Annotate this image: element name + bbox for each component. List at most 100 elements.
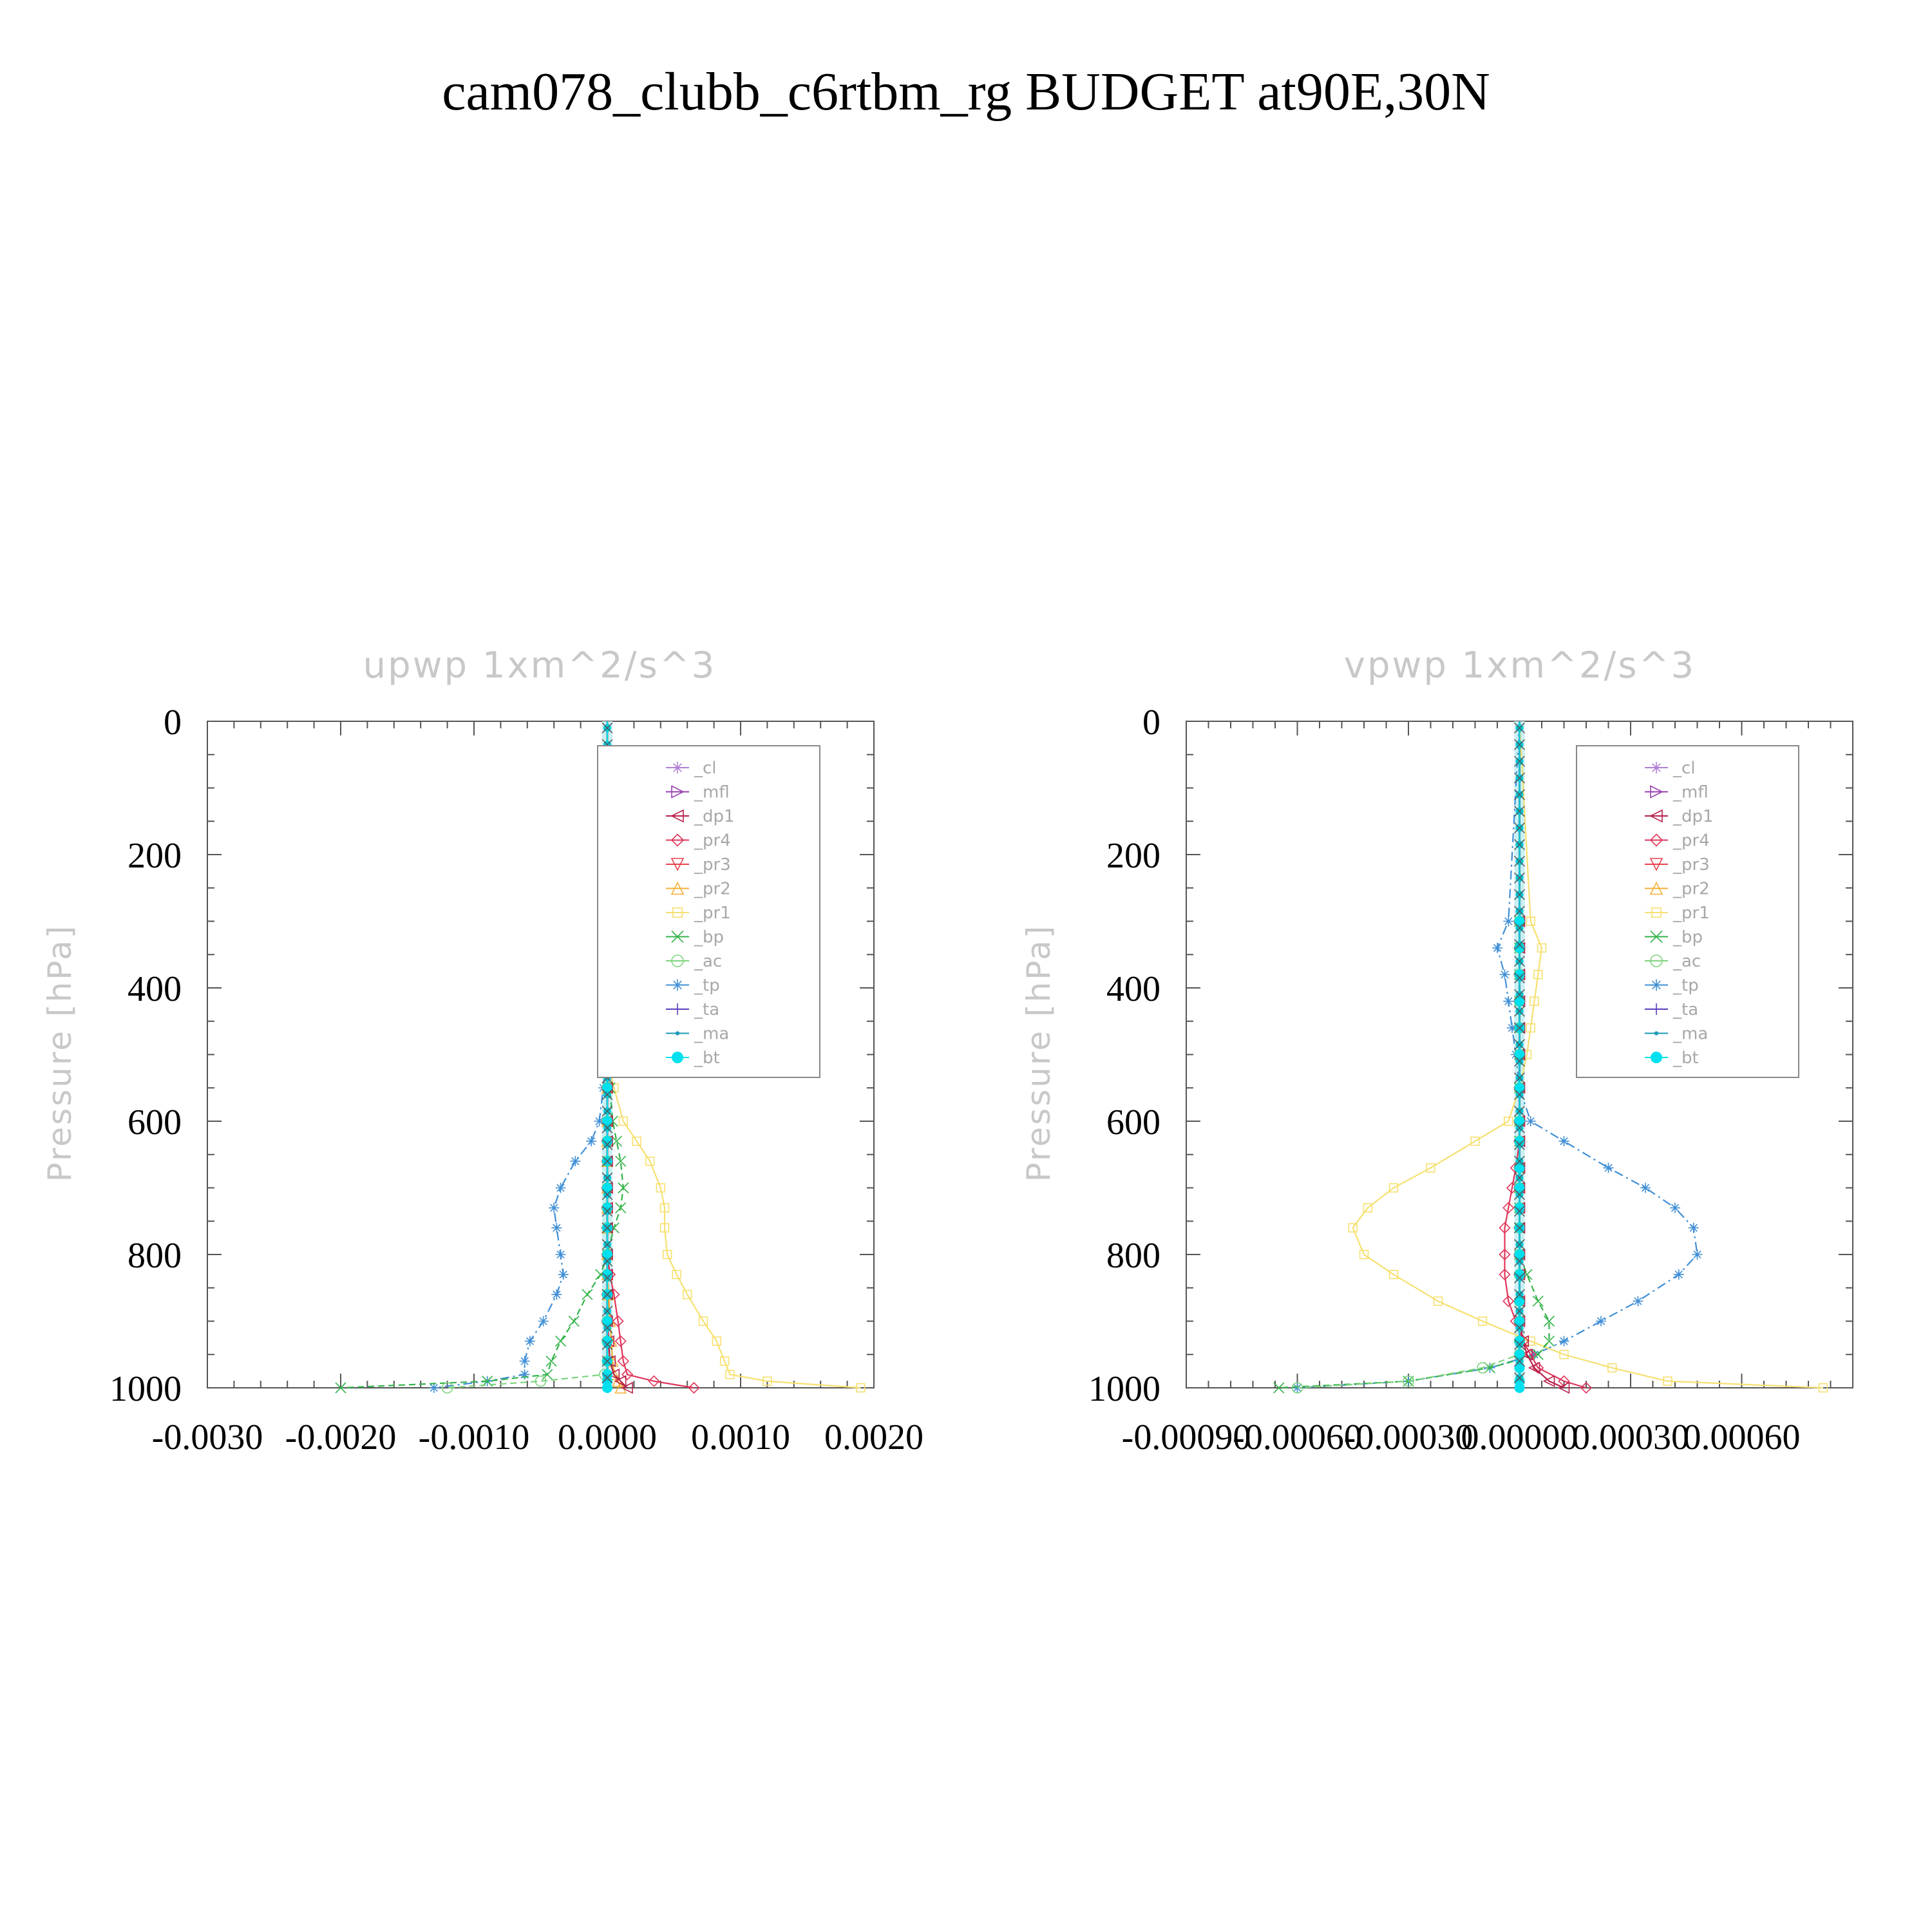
data-point-pr1 xyxy=(662,1249,672,1260)
data-point-stack xyxy=(1513,1022,1526,1034)
data-point-ac xyxy=(441,1382,453,1394)
data-point-pr1 xyxy=(1388,1183,1399,1193)
data-point-pr1 xyxy=(645,1156,655,1166)
legend-label: _ma xyxy=(1672,1025,1708,1044)
data-point-pr1 xyxy=(725,1370,735,1379)
y-tick-label: 1000 xyxy=(1088,1369,1160,1409)
legend-label: _bp xyxy=(694,928,724,947)
data-point-pr4 xyxy=(1524,1349,1537,1361)
legend-box-upwp xyxy=(597,745,820,1078)
x-tick-label: -0.00060 xyxy=(1233,1417,1362,1457)
data-point-bp xyxy=(568,1315,580,1327)
data-point-tp xyxy=(1603,1162,1614,1173)
data-point-bt xyxy=(602,1383,612,1393)
data-point-bp xyxy=(545,1356,557,1367)
legend-label: _pr4 xyxy=(694,831,731,851)
data-point-pr4 xyxy=(1499,1222,1511,1234)
data-point-tp xyxy=(519,1369,530,1380)
y-tick-label: 400 xyxy=(1106,969,1160,1009)
data-point-pr1 xyxy=(1426,1163,1435,1173)
data-point-tp xyxy=(551,1289,562,1300)
data-point-stack xyxy=(1513,1372,1526,1384)
data-point-stack xyxy=(601,1206,613,1217)
series-line-bp xyxy=(1278,721,1550,1389)
panel-title-upwp: upwp 1xm^2/s^3 xyxy=(363,645,717,687)
data-point-bt xyxy=(602,1083,612,1094)
series-line-tp xyxy=(1297,721,1698,1389)
data-point-tp xyxy=(428,1383,439,1393)
data-point-stack xyxy=(601,1189,613,1200)
data-point-tp xyxy=(538,1316,549,1327)
legend-label: _ma xyxy=(694,1025,729,1044)
data-point-pr4 xyxy=(1502,1202,1515,1214)
data-point-tp xyxy=(555,1249,566,1260)
legend-upwp: _cl _mfl _dp1 _pr4 _pr3 _pr2 _pr1 _bp _ac _tp _ta _… xyxy=(597,745,820,1078)
series-line-bp xyxy=(340,721,624,1389)
data-point-stack xyxy=(601,1122,613,1133)
data-point-stack xyxy=(601,1255,613,1267)
data-point-bt xyxy=(602,1249,612,1260)
data-point-bp xyxy=(1532,1349,1544,1360)
panel-title-vpwp: vpwp 1xm^2/s^3 xyxy=(1344,645,1696,687)
data-point-stack xyxy=(1513,939,1526,951)
data-point-stack xyxy=(1513,1105,1526,1117)
data-point-ac xyxy=(535,1375,547,1387)
x-tick-label: -0.00030 xyxy=(1344,1417,1473,1457)
data-point-stack xyxy=(1513,1039,1526,1050)
data-point-stack xyxy=(601,1289,613,1300)
data-point-stack xyxy=(1513,822,1526,834)
data-point-stack xyxy=(601,1222,613,1234)
legend-label: _tp xyxy=(694,976,720,996)
legend-label: _bt xyxy=(694,1048,720,1068)
y-axis-label-vpwp: Pressure [hPa] xyxy=(1020,924,1057,1182)
data-point-bp xyxy=(1543,1315,1555,1327)
data-point-stack xyxy=(1513,1289,1526,1300)
x-tick-label: 0.0000 xyxy=(558,1417,657,1457)
data-point-pr1 xyxy=(1348,1223,1358,1233)
data-point-tp xyxy=(594,1116,605,1126)
data-point-stack xyxy=(601,1155,613,1167)
legend-vpwp: _cl _mfl _dp1 _pr4 _pr3 _pr2 _pr1 _bp _ac _tp _ta _… xyxy=(1576,745,1799,1078)
y-tick-label: 0 xyxy=(164,703,182,743)
data-point-bp xyxy=(542,1368,553,1380)
y-tick-label: 800 xyxy=(1106,1236,1160,1276)
legend-label: _bt xyxy=(1672,1048,1699,1068)
data-point-pr4 xyxy=(1499,1268,1511,1281)
plus-icon xyxy=(672,1003,683,1015)
data-point-bt xyxy=(1514,1162,1525,1173)
data-point-tp xyxy=(570,1156,581,1167)
legend-label: _tp xyxy=(1672,976,1699,996)
series-line-pr1 xyxy=(606,721,861,1389)
data-point-tp xyxy=(549,1202,560,1213)
data-point-dp1 xyxy=(1542,1375,1555,1387)
legend-label: _ac xyxy=(1672,952,1701,971)
data-point-stack xyxy=(1513,1005,1526,1017)
data-point-pr1 xyxy=(1388,1269,1399,1280)
data-point-bp xyxy=(582,1289,593,1300)
data-point-bp xyxy=(554,1335,567,1347)
data-point-pr1 xyxy=(719,1356,730,1366)
data-point-dp1 xyxy=(1528,1361,1540,1374)
data-point-pr1 xyxy=(698,1316,708,1326)
legend-label: _ta xyxy=(1672,1000,1698,1019)
triangle-up-icon xyxy=(1649,881,1663,895)
x-icon xyxy=(1650,930,1663,943)
data-point-pr4 xyxy=(614,1335,627,1347)
data-point-pr4 xyxy=(612,1315,624,1327)
data-point-stack xyxy=(1513,922,1526,934)
x-tick-label: -0.0010 xyxy=(419,1417,530,1457)
data-point-pr1 xyxy=(659,1223,670,1233)
data-point-bp xyxy=(615,1155,627,1167)
legend-label: _mfl xyxy=(1672,783,1709,802)
legend-label: _cl xyxy=(1672,759,1696,778)
data-point-stack xyxy=(1513,1072,1526,1084)
legend-label: _dp1 xyxy=(1672,807,1714,826)
data-point-stack xyxy=(601,1356,613,1367)
data-point-tp xyxy=(1499,969,1510,980)
data-point-pr4 xyxy=(688,1381,700,1394)
data-point-pr1 xyxy=(1433,1296,1443,1306)
data-point-pr4 xyxy=(617,1355,629,1367)
data-point-bp xyxy=(1273,1382,1285,1394)
data-point-stack xyxy=(1513,1206,1526,1217)
data-point-pr1 xyxy=(1504,1116,1513,1126)
